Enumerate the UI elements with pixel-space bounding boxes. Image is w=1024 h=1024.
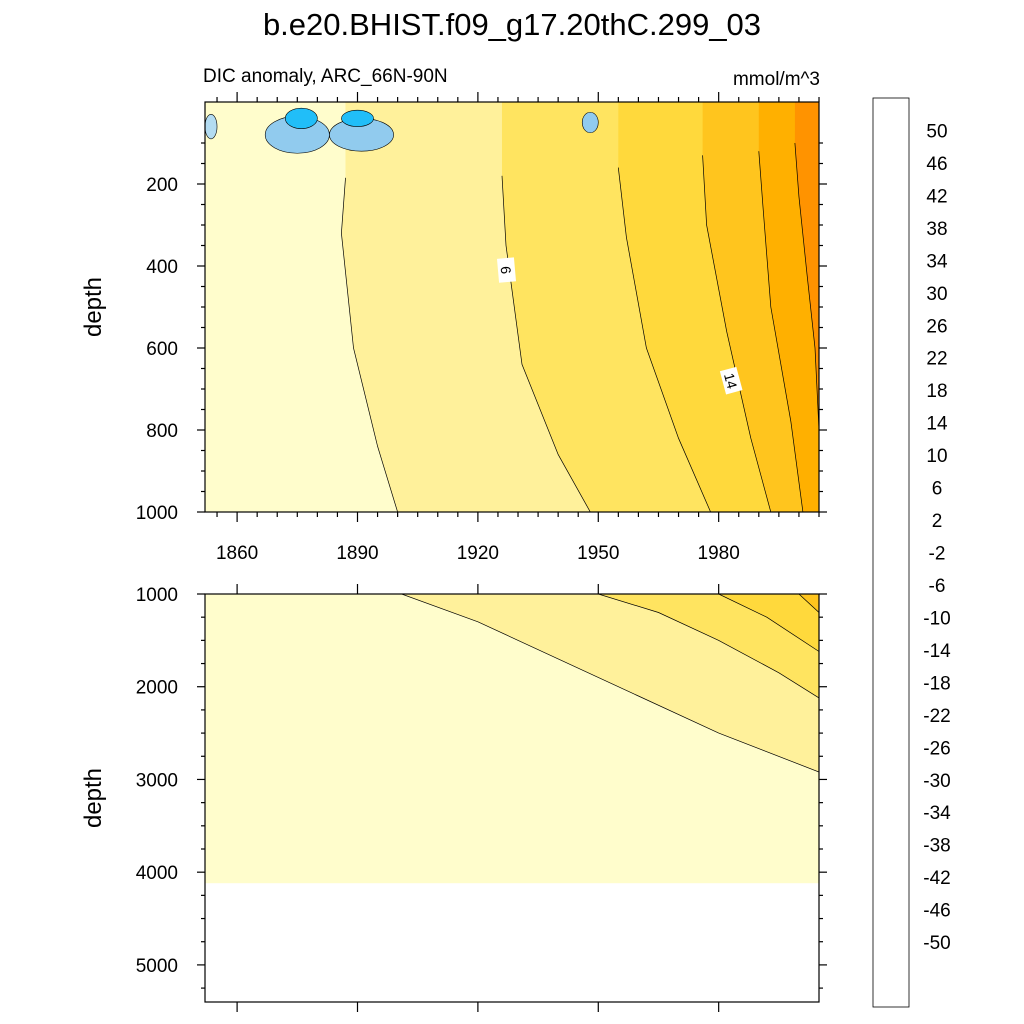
colorbar: 50 46 42 38 34 30 26 22 18 14 10 6 2 -2 -6 -10 -14 -18 -22… bbox=[872, 97, 951, 1008]
colorbar-label: -22 bbox=[923, 706, 950, 727]
upper-isoline-18 bbox=[758, 151, 804, 512]
upper-isoline-2 bbox=[341, 177, 398, 512]
contour-label-text: 14 bbox=[721, 371, 741, 390]
contour-label-bg bbox=[496, 257, 517, 283]
x-tick-label: 1860 bbox=[216, 543, 258, 564]
ocean-floor-mask bbox=[205, 883, 819, 1002]
lower-y-tick-label: 3000 bbox=[136, 770, 178, 791]
upper-isoline-10 bbox=[617, 167, 711, 512]
colorbar-label: 42 bbox=[926, 186, 947, 207]
lower-plot-frame bbox=[204, 593, 820, 1003]
surface-anomaly-patch-5 bbox=[581, 111, 599, 134]
panel-subtitle: DIC anomaly, ARC_66N-90N bbox=[203, 66, 448, 87]
lower-panel: 1000 2000 3000 4000 5000 depth bbox=[80, 584, 827, 1012]
colorbar-label: 6 bbox=[932, 479, 943, 500]
colorbar-label: 22 bbox=[926, 349, 947, 370]
lower-band-10 bbox=[718, 594, 819, 652]
x-tick-label: 1920 bbox=[457, 543, 499, 564]
colorbar-label: -6 bbox=[929, 576, 946, 597]
units-label: mmol/m^3 bbox=[733, 69, 820, 90]
lower-y-tick-label: 2000 bbox=[136, 678, 178, 699]
x-tick-label: 1890 bbox=[336, 543, 378, 564]
upper-x-axis: 1860 1890 1920 1950 1980 bbox=[216, 92, 820, 564]
lower-contour-lines bbox=[401, 594, 819, 773]
colorbar-label: -42 bbox=[923, 868, 950, 889]
upper-isoline-6 bbox=[501, 175, 591, 512]
contour-label: 14 bbox=[719, 366, 743, 395]
surface-anomaly-patch-0 bbox=[205, 114, 218, 140]
colorbar-label: 18 bbox=[926, 381, 947, 402]
upper-y-tick-label: 800 bbox=[146, 421, 178, 442]
upper-y-tick-label: 600 bbox=[146, 339, 178, 360]
lower-y-axis: 1000 2000 3000 4000 5000 bbox=[136, 585, 827, 989]
surface-anomaly-patch-2 bbox=[284, 107, 318, 129]
contour-label-text: 6 bbox=[498, 266, 515, 275]
upper-y-axis-label: depth bbox=[80, 277, 107, 337]
lower-isoline-14 bbox=[798, 594, 819, 613]
colorbar-label: 30 bbox=[926, 284, 947, 305]
colorbar-label: 14 bbox=[926, 414, 948, 435]
colorbar-label: -50 bbox=[923, 933, 950, 954]
lower-y-tick-label: 5000 bbox=[136, 956, 178, 977]
lower-isoline-2 bbox=[401, 594, 819, 773]
colorbar-label: -2 bbox=[929, 544, 946, 565]
lower-y-tick-label: 1000 bbox=[136, 585, 178, 606]
contour-label: 6 bbox=[496, 257, 517, 283]
upper-contour-fills bbox=[205, 102, 819, 512]
colorbar-label: 46 bbox=[926, 154, 947, 175]
colorbar-label: -10 bbox=[923, 608, 950, 629]
surface-anomaly-patch-4 bbox=[341, 109, 374, 127]
lower-contour-fills bbox=[205, 594, 819, 1002]
contour-label-bg bbox=[719, 366, 743, 395]
x-tick-label: 1950 bbox=[577, 543, 619, 564]
colorbar-label: -26 bbox=[923, 738, 950, 759]
lower-isoline-6 bbox=[598, 594, 819, 699]
colorbar-label: 10 bbox=[926, 446, 947, 467]
lower-y-tick-label: 4000 bbox=[136, 863, 178, 884]
colorbar-label: -34 bbox=[923, 803, 951, 824]
lower-y-axis-label: depth bbox=[80, 768, 107, 828]
lower-band-6 bbox=[598, 594, 819, 698]
lower-isoline-10 bbox=[718, 594, 819, 652]
upper-isoline-14 bbox=[702, 155, 772, 512]
colorbar-label: -30 bbox=[923, 771, 950, 792]
upper-band-22 bbox=[794, 102, 819, 512]
x-tick-label: 1980 bbox=[698, 543, 740, 564]
lower-x-axis bbox=[236, 584, 720, 1012]
colorbar-label: 38 bbox=[926, 219, 947, 240]
upper-y-axis: 200 400 600 800 1000 bbox=[136, 142, 827, 524]
colorbar-frame bbox=[872, 97, 910, 1008]
colorbar-label: -46 bbox=[923, 901, 950, 922]
colorbar-label: 26 bbox=[926, 316, 947, 337]
upper-y-tick-label: 200 bbox=[146, 175, 178, 196]
upper-y-tick-label: 1000 bbox=[136, 503, 178, 524]
upper-panel: 6 14 200 400 600 800 1000 1860 1890 1920 1950 198… bbox=[80, 92, 827, 564]
colorbar-label: 34 bbox=[926, 251, 948, 272]
colorbar-label: 2 bbox=[932, 511, 943, 532]
upper-contour-lines bbox=[341, 142, 819, 512]
upper-isoline-22 bbox=[794, 142, 819, 431]
upper-y-tick-label: 400 bbox=[146, 257, 178, 278]
colorbar-label: -18 bbox=[923, 673, 950, 694]
colorbar-label: 50 bbox=[926, 122, 947, 143]
figure-title: b.e20.BHIST.f09_g17.20thC.299_03 bbox=[263, 7, 761, 42]
colorbar-label: -38 bbox=[923, 836, 950, 857]
upper-contour-labels: 6 14 bbox=[496, 257, 743, 395]
colorbar-label: -14 bbox=[923, 641, 951, 662]
